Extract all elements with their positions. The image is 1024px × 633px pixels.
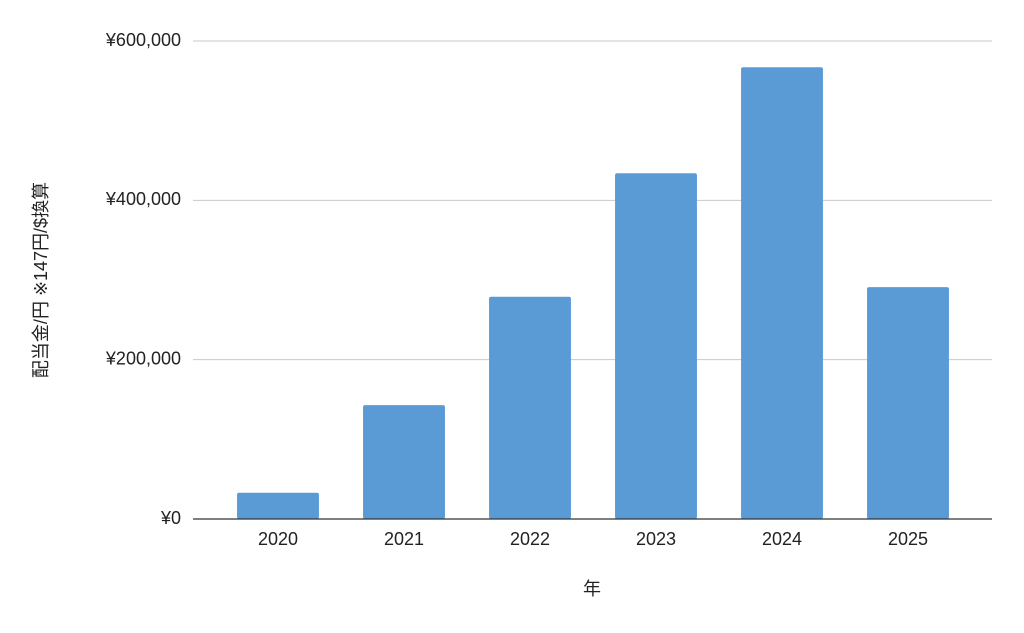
x-tick-label: 2025	[888, 529, 928, 549]
x-axis-label: 年	[583, 579, 601, 599]
bar	[489, 296, 571, 519]
x-tick-label: 2023	[636, 529, 676, 549]
y-tick-label: ¥200,000	[105, 348, 181, 368]
x-tick-label: 2020	[258, 529, 298, 549]
y-tick-label: ¥400,000	[105, 189, 181, 209]
bar	[867, 287, 949, 519]
bar	[615, 173, 697, 519]
bar	[237, 492, 319, 519]
x-tick-label: 2021	[384, 529, 424, 549]
y-tick-label: ¥600,000	[105, 30, 181, 50]
x-tick-label: 2022	[510, 529, 550, 549]
y-axis-label: 配当金/円 ※147円/$換算	[31, 182, 51, 378]
bar	[741, 67, 823, 519]
bar	[363, 405, 445, 519]
y-tick-label: ¥0	[160, 508, 181, 528]
x-tick-label: 2024	[762, 529, 802, 549]
